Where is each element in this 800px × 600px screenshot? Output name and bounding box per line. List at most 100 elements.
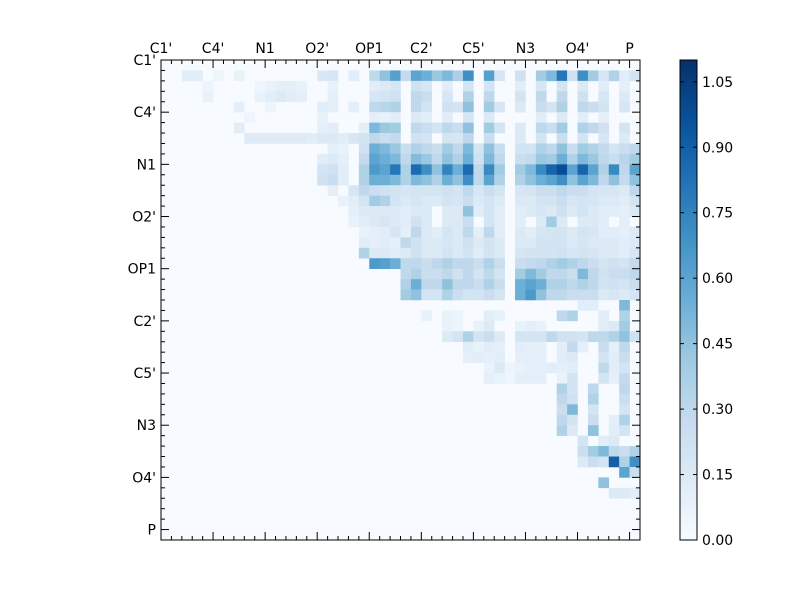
heatmap-cell	[587, 122, 599, 134]
heatmap-cell	[494, 101, 505, 113]
heatmap-cell	[421, 279, 433, 290]
heatmap-cell	[296, 80, 308, 92]
heatmap-cell	[577, 258, 589, 269]
heatmap-cell	[369, 185, 380, 196]
heatmap-cell	[515, 174, 526, 186]
heatmap-cell	[400, 258, 412, 269]
heatmap-cell	[369, 174, 380, 186]
heatmap-cell	[587, 279, 599, 290]
heatmap-cell	[629, 456, 641, 468]
heatmap-cell	[452, 237, 464, 249]
heatmap-cell	[462, 133, 474, 144]
colorbar-ticks	[680, 81, 697, 541]
heatmap-cell	[327, 122, 339, 134]
heatmap-cell	[608, 279, 620, 290]
heatmap-cell	[577, 91, 589, 103]
heatmap-cell	[598, 174, 610, 186]
heatmap-cell	[369, 101, 380, 113]
heatmap-cell	[462, 289, 474, 301]
heatmap-cell	[619, 258, 630, 269]
heatmap-cell	[442, 70, 453, 82]
heatmap-cell	[306, 133, 318, 144]
heatmap-cell	[577, 112, 589, 123]
heatmap-cell	[494, 289, 505, 301]
heatmap-cell	[608, 446, 620, 457]
heatmap-cell	[598, 80, 610, 92]
heatmap-cell	[379, 70, 391, 82]
heatmap-cell	[577, 331, 589, 343]
heatmap-cell	[504, 362, 516, 374]
heatmap-cell	[390, 237, 401, 249]
heatmap-cell	[390, 206, 401, 217]
heatmap-cell	[348, 70, 360, 82]
heatmap-cell	[369, 153, 380, 165]
heatmap-cell	[473, 341, 485, 353]
heatmap-cell	[587, 174, 599, 186]
heatmap-cell	[473, 143, 485, 155]
heatmap-cell	[546, 268, 557, 280]
heatmap-cell	[598, 101, 610, 113]
heatmap-cell	[338, 174, 349, 186]
heatmap-cell	[587, 216, 599, 228]
heatmap-cell	[619, 373, 630, 384]
x-tick-label: C2'	[410, 41, 433, 57]
heatmap-cell	[535, 112, 547, 123]
heatmap-cell	[494, 247, 505, 259]
heatmap-cell	[421, 310, 433, 322]
heatmap-cell	[535, 153, 547, 165]
heatmap-cell	[619, 310, 630, 322]
heatmap-cell	[233, 70, 245, 82]
heatmap-cell	[442, 80, 453, 92]
heatmap-cell	[598, 112, 610, 123]
heatmap-cell	[379, 80, 391, 92]
heatmap-cell	[400, 279, 412, 290]
heatmap-cell	[285, 80, 297, 92]
heatmap-cell	[421, 289, 433, 301]
heatmap-cell	[598, 310, 610, 322]
heatmap-cell	[410, 185, 422, 196]
heatmap-cell	[348, 206, 360, 217]
heatmap-cell	[619, 414, 630, 426]
heatmap-cell	[275, 133, 287, 144]
heatmap-cell	[556, 206, 568, 217]
heatmap-cell	[483, 352, 495, 363]
heatmap-cell	[483, 122, 495, 134]
x-axis-ticks	[160, 60, 641, 540]
heatmap-cell	[608, 185, 620, 196]
heatmap-cell	[525, 373, 537, 384]
heatmap-cell	[515, 195, 526, 207]
heatmap-cell	[608, 258, 620, 269]
heatmap-cell	[421, 247, 433, 259]
heatmap-cell	[608, 289, 620, 301]
heatmap-cell	[483, 279, 495, 290]
heatmap-cell	[556, 91, 568, 103]
heatmap-cell	[317, 101, 328, 113]
heatmap-cell	[577, 268, 589, 280]
heatmap-cell	[358, 164, 370, 176]
heatmap-cell	[400, 268, 412, 280]
heatmap-cell	[400, 195, 412, 207]
heatmap-cell	[556, 362, 568, 374]
heatmap-cell	[296, 133, 308, 144]
heatmap-cell	[598, 373, 610, 384]
heatmap-cell	[473, 153, 485, 165]
heatmap-cell	[390, 112, 401, 123]
heatmap-cell	[577, 279, 589, 290]
heatmap-cell	[494, 226, 505, 238]
heatmap-cell	[442, 206, 453, 217]
heatmap-cell	[483, 133, 495, 144]
heatmap-cell	[556, 122, 568, 134]
heatmap-cell	[587, 393, 599, 405]
y-axis-ticks	[161, 59, 640, 541]
heatmap-cell	[421, 216, 433, 228]
heatmap-cell	[525, 237, 537, 249]
heatmap-cell	[473, 237, 485, 249]
heatmap-cell	[608, 373, 620, 384]
heatmap-cell	[483, 268, 495, 280]
heatmap-cell	[525, 143, 537, 155]
heatmap-cell	[494, 310, 505, 322]
heatmap-cell	[535, 258, 547, 269]
heatmap-cell	[577, 101, 589, 113]
heatmap-cell	[515, 362, 526, 374]
heatmap-cell	[587, 331, 599, 343]
